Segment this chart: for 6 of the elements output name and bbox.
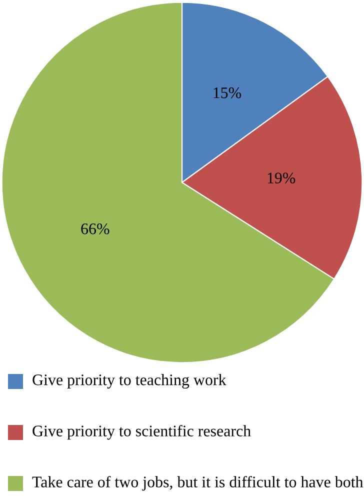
legend-label: Take care of two jobs, but it is difficult to have both (32, 476, 364, 491)
data-label: 15% (214, 87, 242, 98)
legend-label: Give priority to scientific research (32, 425, 251, 440)
legend-label: Give priority to teaching work (32, 374, 226, 389)
data-label: 19% (268, 172, 296, 184)
data-label: 66% (81, 223, 110, 234)
